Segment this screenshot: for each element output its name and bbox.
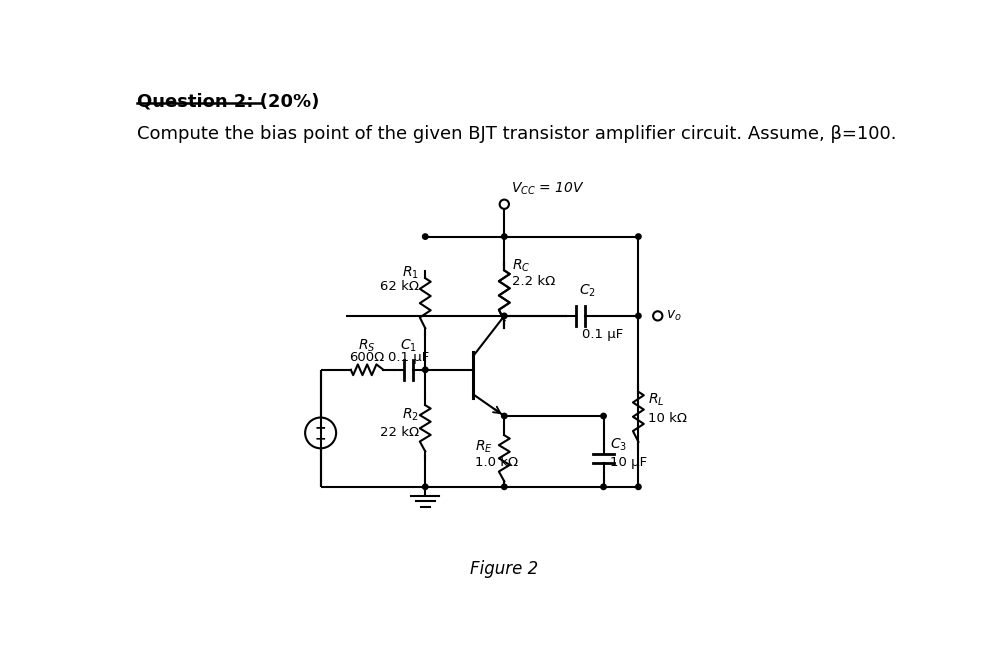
Text: 10 μF: 10 μF <box>610 456 646 468</box>
Text: 0.1 μF: 0.1 μF <box>388 352 429 364</box>
Circle shape <box>636 234 642 239</box>
Text: 600Ω: 600Ω <box>349 352 385 364</box>
Text: $R_E$: $R_E$ <box>475 439 493 455</box>
Text: 2.2 kΩ: 2.2 kΩ <box>512 275 555 288</box>
Circle shape <box>601 413 606 419</box>
Circle shape <box>502 484 507 489</box>
Circle shape <box>502 413 507 419</box>
Text: $C_2$: $C_2$ <box>579 283 595 299</box>
Text: −: − <box>315 431 327 445</box>
Text: $R_S$: $R_S$ <box>358 338 376 354</box>
Circle shape <box>502 313 507 319</box>
Text: $R_C$: $R_C$ <box>512 258 530 274</box>
Text: Compute the bias point of the given BJT transistor amplifier circuit. Assume, β=: Compute the bias point of the given BJT … <box>137 125 896 143</box>
Text: 1.0 kΩ: 1.0 kΩ <box>475 456 518 468</box>
Text: 22 kΩ: 22 kΩ <box>380 426 419 439</box>
Circle shape <box>502 234 507 239</box>
Text: 62 kΩ: 62 kΩ <box>380 279 419 293</box>
Text: $R_2$: $R_2$ <box>402 406 419 422</box>
Text: $C_3$: $C_3$ <box>610 436 627 453</box>
Text: $R_1$: $R_1$ <box>402 264 419 281</box>
Circle shape <box>636 313 642 319</box>
Circle shape <box>422 367 428 373</box>
Circle shape <box>422 484 428 489</box>
Circle shape <box>422 234 428 239</box>
Text: $R_L$: $R_L$ <box>647 392 664 408</box>
Text: $v_o$: $v_o$ <box>665 309 681 323</box>
Text: 10 kΩ: 10 kΩ <box>647 412 687 425</box>
Text: +: + <box>315 420 327 434</box>
Circle shape <box>636 484 642 489</box>
Text: Question 2: (20%): Question 2: (20%) <box>137 92 320 111</box>
Text: $C_1$: $C_1$ <box>400 338 416 354</box>
Text: 0.1 μF: 0.1 μF <box>582 328 623 341</box>
Circle shape <box>601 484 606 489</box>
Text: Figure 2: Figure 2 <box>470 560 538 578</box>
Text: $V_{CC}$ = 10V: $V_{CC}$ = 10V <box>511 180 584 197</box>
